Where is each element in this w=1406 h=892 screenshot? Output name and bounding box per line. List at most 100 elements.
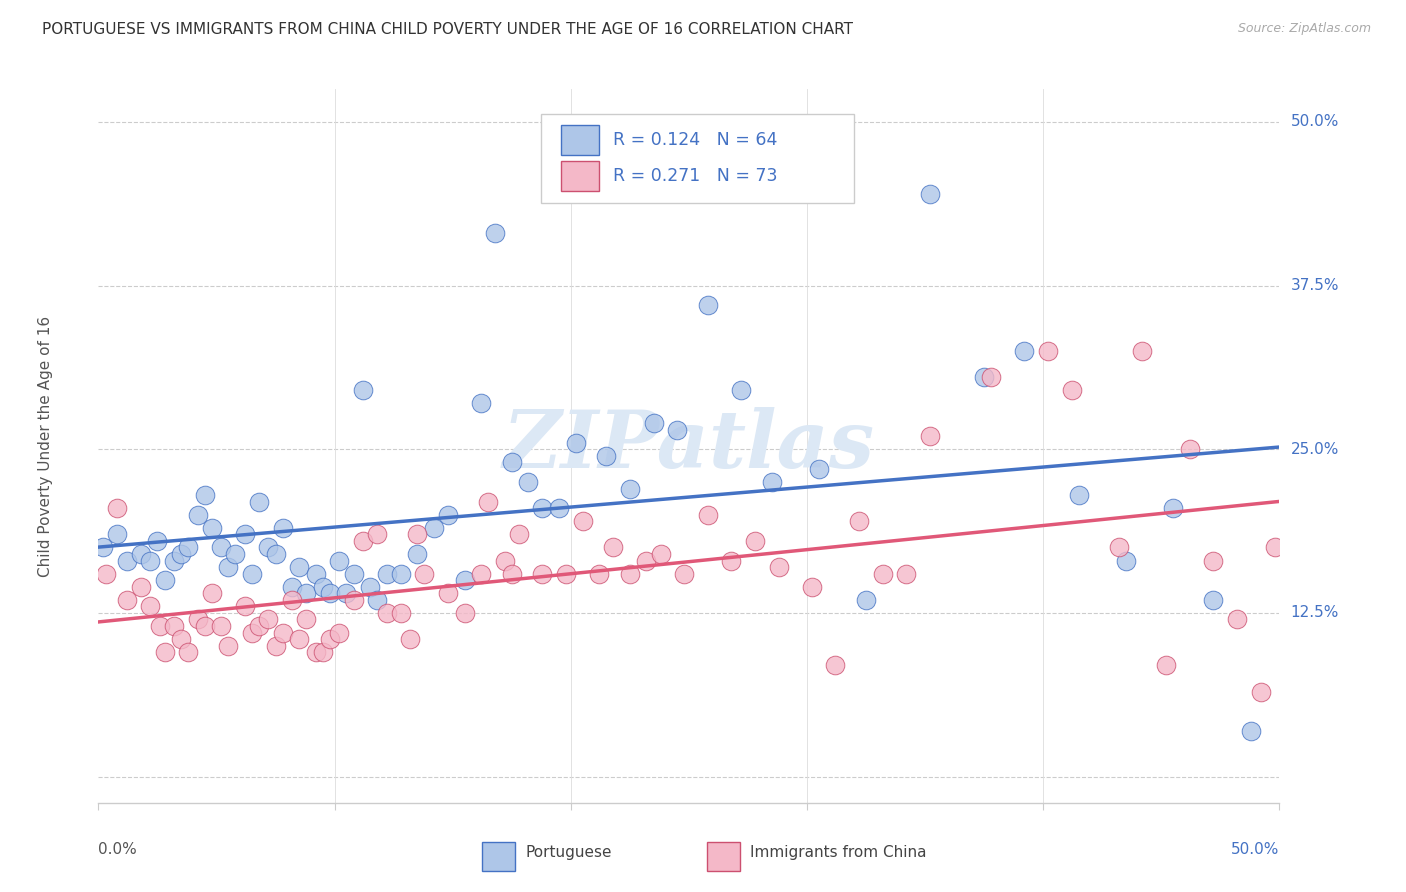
Text: 0.0%: 0.0% [98, 842, 138, 856]
Point [342, 592, 364, 607]
Point [619, 566, 641, 581]
FancyBboxPatch shape [561, 161, 599, 191]
Text: 50.0%: 50.0% [1291, 114, 1339, 129]
Point [571, 514, 593, 528]
Point [146, 533, 169, 548]
Point [650, 547, 672, 561]
Point [153, 573, 176, 587]
Point [187, 612, 209, 626]
Point [247, 494, 270, 508]
Point [470, 566, 492, 581]
Point [94, 566, 117, 581]
Point [217, 639, 239, 653]
Point [413, 566, 436, 581]
Point [240, 625, 263, 640]
Point [201, 521, 224, 535]
Point [139, 599, 162, 614]
Point [602, 541, 624, 555]
Point [257, 612, 280, 626]
Point [1108, 541, 1130, 555]
Point [375, 606, 398, 620]
Point [264, 547, 287, 561]
Point [619, 482, 641, 496]
Point [389, 566, 412, 581]
Point [484, 226, 506, 240]
Text: PORTUGUESE VS IMMIGRANTS FROM CHINA CHILD POVERTY UNDER THE AGE OF 16 CORRELATIO: PORTUGUESE VS IMMIGRANTS FROM CHINA CHIL… [42, 22, 853, 37]
Point [918, 429, 941, 443]
Point [209, 541, 232, 555]
Point [352, 384, 374, 398]
Point [305, 566, 328, 581]
Point [872, 566, 894, 581]
Text: Portuguese: Portuguese [526, 846, 613, 860]
Point [257, 541, 280, 555]
Point [595, 449, 617, 463]
Point [139, 553, 162, 567]
Point [288, 560, 311, 574]
Point [91, 541, 114, 555]
Point [531, 566, 554, 581]
Point [508, 527, 530, 541]
Point [1132, 344, 1154, 359]
Point [105, 527, 128, 541]
Point [1202, 592, 1225, 607]
Text: Child Poverty Under the Age of 16: Child Poverty Under the Age of 16 [38, 316, 53, 576]
Point [163, 619, 186, 633]
Point [194, 619, 217, 633]
Point [1067, 488, 1090, 502]
Point [335, 586, 357, 600]
Point [170, 547, 193, 561]
Point [807, 462, 830, 476]
Point [1161, 501, 1184, 516]
Text: 50.0%: 50.0% [1232, 842, 1279, 856]
Point [187, 508, 209, 522]
Point [305, 645, 328, 659]
Point [247, 619, 270, 633]
Point [352, 533, 374, 548]
Text: 12.5%: 12.5% [1291, 606, 1339, 621]
Text: 25.0%: 25.0% [1291, 442, 1339, 457]
Point [1178, 442, 1201, 457]
Point [359, 580, 381, 594]
Point [761, 475, 783, 489]
Point [494, 553, 516, 567]
Point [453, 573, 475, 587]
Point [328, 553, 350, 567]
Point [636, 553, 658, 567]
Point [115, 553, 138, 567]
Point [342, 566, 364, 581]
Point [163, 553, 186, 567]
Point [209, 619, 232, 633]
Point [224, 547, 246, 561]
Point [217, 560, 239, 574]
FancyBboxPatch shape [482, 842, 516, 871]
Point [501, 566, 523, 581]
Point [1250, 684, 1272, 698]
Point [295, 586, 318, 600]
Point [389, 606, 412, 620]
Point [129, 547, 152, 561]
Point [328, 625, 350, 640]
Point [848, 514, 870, 528]
Point [295, 612, 318, 626]
Point [437, 508, 460, 522]
Point [643, 416, 665, 430]
Point [1036, 344, 1059, 359]
Text: R = 0.271   N = 73: R = 0.271 N = 73 [613, 168, 778, 186]
Point [437, 586, 460, 600]
Point [177, 541, 200, 555]
Point [1154, 658, 1177, 673]
Point [399, 632, 422, 647]
Point [1060, 384, 1083, 398]
Point [366, 527, 388, 541]
FancyBboxPatch shape [707, 842, 740, 871]
Text: R = 0.124   N = 64: R = 0.124 N = 64 [613, 131, 778, 149]
Point [800, 580, 823, 594]
FancyBboxPatch shape [561, 125, 599, 155]
Point [271, 625, 294, 640]
Point [666, 423, 689, 437]
Point [768, 560, 790, 574]
Point [312, 580, 335, 594]
Point [281, 580, 304, 594]
Point [564, 435, 586, 450]
